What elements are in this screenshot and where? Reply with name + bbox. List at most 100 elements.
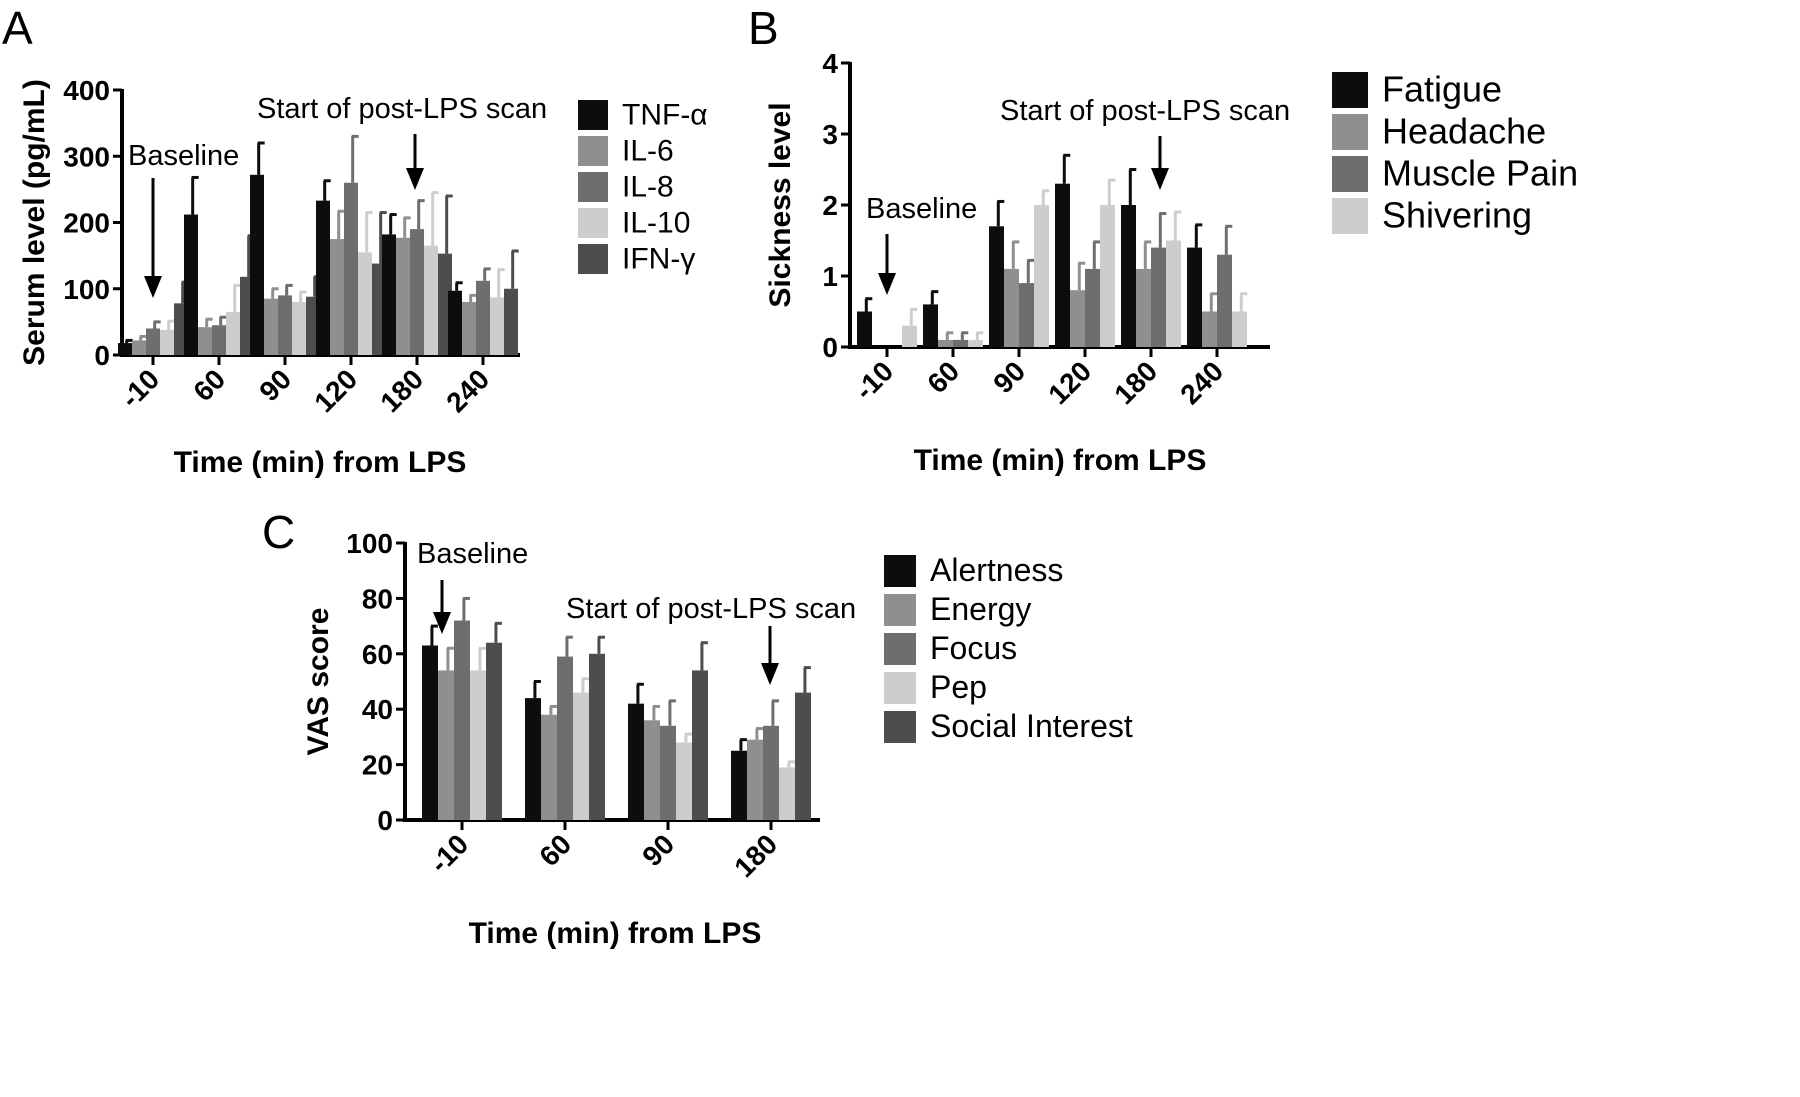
- panel-a: A 0 100 200 300 400 -10 60 90 120 180 240 Serum leve…: [2, 2, 708, 479]
- x-tick-label: 240: [1174, 355, 1229, 410]
- bar: [264, 298, 278, 355]
- annotation-label: Start of post-LPS scan: [1000, 95, 1290, 127]
- bar: [573, 692, 589, 820]
- bar: [344, 182, 358, 355]
- bar: [396, 237, 410, 355]
- legend-label: IL-8: [622, 171, 674, 204]
- bar: [589, 653, 605, 820]
- annotation-arrow-head: [144, 276, 162, 298]
- y-axis-title: Serum level (pg/mL): [18, 79, 51, 366]
- bar: [410, 229, 424, 355]
- bar: [278, 295, 292, 355]
- y-tick-label: 100: [63, 274, 110, 305]
- panel-c: C 0 20 40 60 80 100 -10 60 90 180 VAS score Time (mi…: [262, 506, 1133, 950]
- panel-letter: B: [748, 2, 779, 54]
- x-tick-label: 180: [728, 828, 783, 883]
- legend-swatch: [884, 711, 916, 743]
- bar: [747, 739, 763, 820]
- bar: [541, 714, 557, 820]
- bar: [1202, 311, 1217, 347]
- bar: [424, 245, 438, 355]
- legend-swatch: [578, 100, 608, 130]
- legend-label: TNF-α: [622, 99, 708, 132]
- bar: [476, 280, 490, 355]
- bar: [382, 234, 396, 355]
- legend-label: Energy: [930, 591, 1031, 627]
- legend-swatch: [1332, 156, 1368, 192]
- bar: [486, 642, 502, 820]
- x-tick-label: 90: [636, 828, 680, 872]
- bar: [692, 670, 708, 820]
- bar: [1232, 311, 1247, 347]
- annotation-label: Baseline: [128, 140, 239, 172]
- x-axis-title: Time (min) from LPS: [469, 917, 762, 950]
- annotation-label: Start of post-LPS scan: [566, 593, 856, 625]
- y-tick-label: 60: [362, 639, 393, 670]
- bar: [676, 742, 692, 820]
- bar: [989, 226, 1004, 347]
- legend-swatch: [1332, 198, 1368, 234]
- bar: [779, 767, 795, 820]
- y-tick-label: 2: [822, 190, 838, 221]
- bar: [160, 329, 174, 355]
- y-tick-label: 0: [94, 340, 110, 371]
- bar: [1187, 247, 1202, 347]
- bar: [448, 290, 462, 355]
- bar: [1055, 183, 1070, 347]
- bar: [557, 656, 573, 820]
- bar: [146, 328, 160, 355]
- annotation-arrow-head: [878, 273, 896, 295]
- bar: [198, 327, 212, 355]
- bar: [923, 304, 938, 347]
- bar: [857, 311, 872, 347]
- y-tick-label: 400: [63, 75, 110, 106]
- bar: [184, 214, 198, 355]
- legend-swatch: [578, 208, 608, 238]
- bar: [938, 339, 953, 347]
- x-axis-title: Time (min) from LPS: [914, 444, 1207, 477]
- legend-swatch: [884, 594, 916, 626]
- bar: [968, 339, 983, 347]
- bar: [470, 670, 486, 820]
- y-tick-label: 20: [362, 750, 393, 781]
- x-tick-label: 180: [1108, 355, 1163, 410]
- x-tick-label: 90: [987, 355, 1031, 399]
- bar: [1070, 290, 1085, 347]
- bar: [1019, 283, 1034, 347]
- legend-label: Focus: [930, 630, 1017, 666]
- legend-swatch: [578, 172, 608, 202]
- bar: [1034, 205, 1049, 347]
- bar: [226, 311, 240, 355]
- bar: [1085, 268, 1100, 347]
- y-tick-label: 3: [822, 119, 838, 150]
- y-axis-title: VAS score: [302, 608, 335, 756]
- annotation-arrow-head: [433, 612, 451, 634]
- legend-label: Shivering: [1382, 195, 1532, 236]
- bar: [953, 339, 968, 347]
- bar: [358, 252, 372, 355]
- y-tick-label: 40: [362, 694, 393, 725]
- x-tick-label: -10: [424, 828, 475, 879]
- bar: [422, 645, 438, 820]
- bar: [1121, 205, 1136, 347]
- bar: [1151, 247, 1166, 347]
- legend-label: IL-6: [622, 135, 674, 168]
- annotation-label: Start of post-LPS scan: [257, 93, 547, 125]
- x-tick-label: 60: [921, 355, 965, 399]
- bar: [292, 302, 306, 355]
- legend-swatch: [884, 672, 916, 704]
- y-tick-label: 300: [63, 141, 110, 172]
- x-tick-label: 60: [187, 363, 231, 407]
- x-axis-title: Time (min) from LPS: [174, 446, 467, 479]
- legend-label: Social Interest: [930, 708, 1133, 744]
- annotation-arrow-head: [1151, 168, 1169, 190]
- legend-label: Headache: [1382, 111, 1546, 152]
- bar: [1217, 254, 1232, 347]
- legend-swatch: [578, 244, 608, 274]
- bar: [644, 720, 660, 820]
- y-tick-label: 1: [822, 261, 838, 292]
- panel-letter: C: [262, 506, 295, 558]
- bar: [731, 750, 747, 820]
- bar: [504, 288, 518, 355]
